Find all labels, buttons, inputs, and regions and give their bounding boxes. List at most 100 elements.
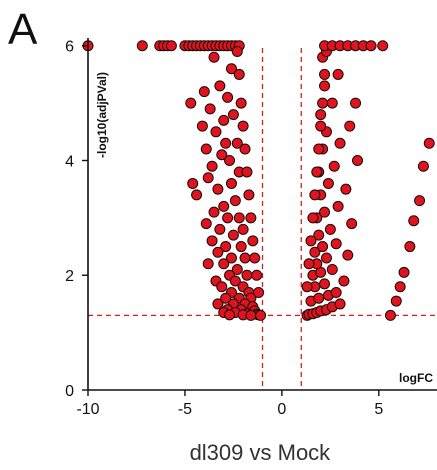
data-point: [330, 286, 342, 298]
data-point: [216, 281, 228, 293]
data-point: [324, 223, 336, 235]
data-point: [334, 137, 346, 149]
data-point: [225, 177, 237, 189]
data-point: [342, 249, 354, 261]
data-point: [196, 120, 208, 132]
data-point: [225, 252, 237, 264]
data-point: [251, 269, 263, 281]
x-axis-title: logFC: [399, 371, 433, 385]
data-point: [317, 241, 329, 253]
data-points: [82, 40, 435, 321]
data-point: [338, 275, 350, 287]
data-point: [423, 137, 435, 149]
data-point: [222, 91, 234, 103]
data-point: [212, 183, 224, 195]
data-point: [208, 206, 220, 218]
data-point: [185, 97, 197, 109]
data-point: [322, 177, 334, 189]
x-tick-label: -10: [76, 401, 99, 418]
data-point: [390, 295, 402, 307]
data-point: [352, 154, 364, 166]
data-point: [233, 68, 245, 80]
data-point: [332, 68, 344, 80]
data-point: [243, 189, 255, 201]
x-ticks: -10 -5 0 5: [76, 390, 383, 418]
data-point: [319, 278, 331, 290]
data-point: [384, 309, 396, 321]
data-point: [224, 154, 236, 166]
data-point: [334, 298, 346, 310]
data-point: [326, 97, 338, 109]
data-point: [319, 68, 331, 80]
data-point: [202, 258, 214, 270]
x-tick-label: 5: [374, 401, 383, 418]
data-point: [241, 166, 253, 178]
data-point: [237, 120, 249, 132]
y-tick-label: 4: [65, 153, 74, 170]
data-point: [216, 149, 228, 161]
data-point: [208, 51, 220, 63]
data-point: [233, 212, 245, 224]
data-point: [394, 281, 406, 293]
data-point: [220, 137, 232, 149]
data-point: [365, 40, 377, 52]
plot-area: -10 -5 0 5 0 2 4 6: [65, 38, 437, 418]
panel-letter: A: [8, 5, 38, 54]
data-point: [200, 143, 212, 155]
data-point: [218, 258, 230, 270]
data-point: [315, 120, 327, 132]
data-point: [220, 292, 232, 304]
data-point: [319, 206, 331, 218]
data-point: [307, 212, 319, 224]
data-point: [301, 281, 313, 293]
data-point: [398, 266, 410, 278]
data-point: [136, 40, 148, 52]
data-point: [202, 172, 214, 184]
y-tick-label: 6: [65, 39, 74, 56]
data-point: [315, 109, 327, 121]
data-point: [320, 252, 332, 264]
data-point: [206, 160, 218, 172]
data-point: [328, 160, 340, 172]
data-point: [218, 114, 230, 126]
y-ticks: 0 2 4 6: [65, 39, 88, 400]
y-axis-title: -log10(adjPVal): [95, 72, 109, 158]
data-point: [222, 212, 234, 224]
y-tick-label: 0: [65, 383, 74, 400]
data-point: [214, 80, 226, 92]
data-point: [204, 103, 216, 115]
data-point: [344, 120, 356, 132]
data-point: [305, 235, 317, 247]
data-point: [319, 80, 331, 92]
data-point: [237, 223, 249, 235]
threshold-lines: [88, 48, 437, 390]
data-point: [231, 45, 243, 57]
data-point: [210, 126, 222, 138]
data-point: [239, 252, 251, 264]
data-point: [235, 97, 247, 109]
data-point: [313, 229, 325, 241]
data-point: [239, 143, 251, 155]
data-point: [191, 189, 203, 201]
data-point: [303, 258, 315, 270]
data-point: [227, 229, 239, 241]
data-point: [231, 137, 243, 149]
data-point: [218, 200, 230, 212]
data-point: [245, 309, 257, 321]
data-point: [245, 212, 257, 224]
data-point: [229, 275, 241, 287]
data-point: [220, 241, 232, 253]
data-point: [200, 218, 212, 230]
data-point: [206, 235, 218, 247]
data-point: [187, 177, 199, 189]
data-point: [212, 298, 224, 310]
data-point: [330, 238, 342, 250]
data-point: [313, 143, 325, 155]
data-point: [253, 286, 265, 298]
data-point: [309, 189, 321, 201]
data-point: [332, 200, 344, 212]
data-point: [309, 246, 321, 258]
data-point: [241, 269, 253, 281]
data-point: [255, 309, 267, 321]
